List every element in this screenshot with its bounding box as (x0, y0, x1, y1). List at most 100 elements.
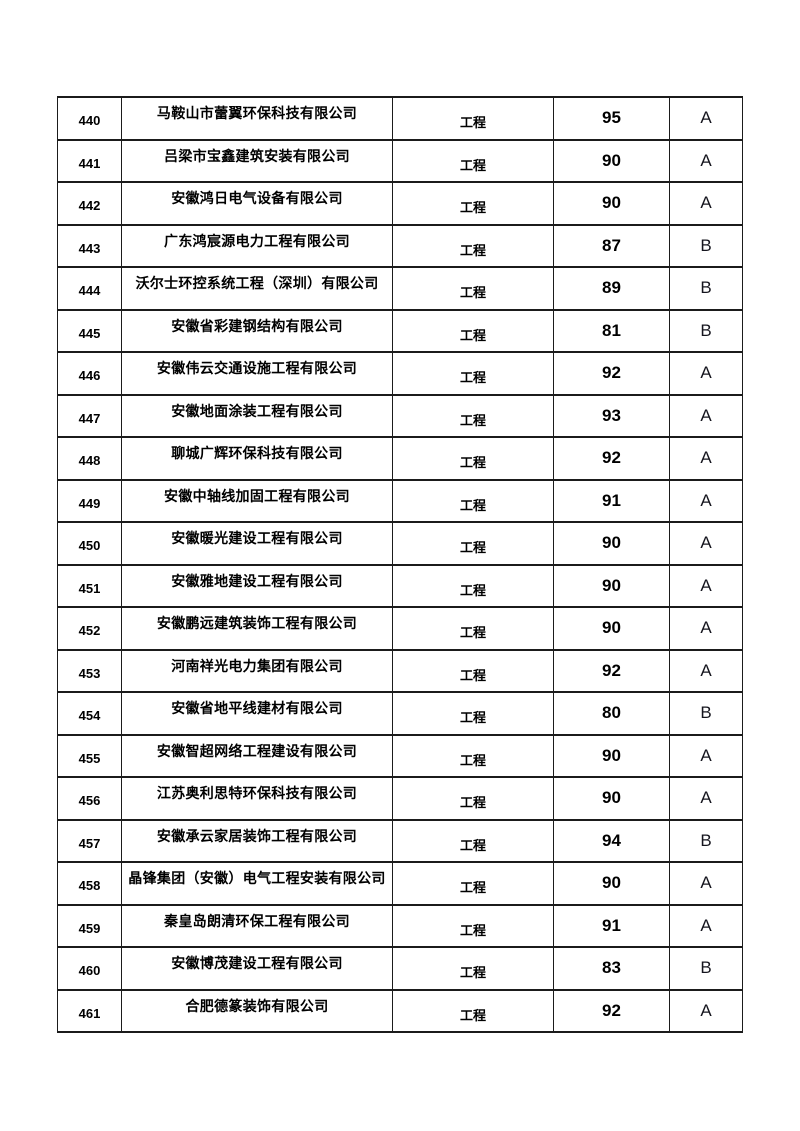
grade-cell: A (669, 733, 743, 778)
company-name-cell: 安徽地面涂装工程有限公司 (121, 393, 393, 438)
company-name-cell: 安徽鸿日电气设备有限公司 (121, 181, 393, 226)
row-number: 454 (78, 708, 101, 724)
row-number-cell: 461 (57, 988, 122, 1033)
grade-cell: A (669, 181, 743, 226)
category-label: 工程 (459, 667, 486, 683)
grade-cell: A (669, 988, 743, 1033)
row-number-cell: 454 (57, 691, 122, 736)
company-name: 江苏奥利思特环保科技有限公司 (156, 785, 358, 801)
score-cell: 89 (553, 266, 670, 311)
company-name-cell: 安徽省地平线建材有限公司 (121, 691, 393, 736)
category-cell: 工程 (392, 308, 554, 353)
grade-cell: B (669, 691, 743, 736)
score-cell: 90 (553, 776, 670, 821)
category-cell: 工程 (392, 861, 554, 906)
row-number: 442 (78, 198, 101, 214)
grade-cell: A (669, 478, 743, 523)
table-row: 440 马鞍山市蕾翼环保科技有限公司 工程 95 A (57, 96, 743, 141)
grade-cell: A (669, 903, 743, 948)
row-number: 461 (78, 1005, 101, 1021)
category-cell: 工程 (392, 521, 554, 566)
company-name-cell: 马鞍山市蕾翼环保科技有限公司 (121, 96, 393, 141)
row-number-cell: 456 (57, 776, 122, 821)
category-cell: 工程 (392, 733, 554, 778)
category-label: 工程 (459, 327, 486, 343)
category-label: 工程 (459, 795, 486, 811)
table-row: 448 聊城广辉环保科技有限公司 工程 92 A (57, 436, 743, 481)
row-number-cell: 450 (57, 521, 122, 566)
score-cell: 92 (553, 351, 670, 396)
grade-cell: A (669, 393, 743, 438)
category-cell: 工程 (392, 478, 554, 523)
table-row: 457 安徽承云家居装饰工程有限公司 工程 94 B (57, 818, 743, 863)
category-label: 工程 (459, 752, 486, 768)
company-name-cell: 安徽暖光建设工程有限公司 (121, 521, 393, 566)
row-number-cell: 459 (57, 903, 122, 948)
score-cell: 90 (553, 521, 670, 566)
row-number: 455 (78, 750, 101, 766)
score-cell: 81 (553, 308, 670, 353)
row-number-cell: 445 (57, 308, 122, 353)
company-name: 马鞍山市蕾翼环保科技有限公司 (156, 105, 358, 121)
row-number: 459 (78, 920, 101, 936)
table-row: 447 安徽地面涂装工程有限公司 工程 93 A (57, 393, 743, 438)
grade-cell: B (669, 946, 743, 991)
category-label: 工程 (459, 837, 486, 853)
table-row: 446 安徽伟云交通设施工程有限公司 工程 92 A (57, 351, 743, 396)
company-name-cell: 安徽鹏远建筑装饰工程有限公司 (121, 606, 393, 651)
grade-cell: A (669, 96, 743, 141)
grade-cell: A (669, 861, 743, 906)
table-row: 450 安徽暖光建设工程有限公司 工程 90 A (57, 521, 743, 566)
row-number: 451 (78, 580, 101, 596)
table-row: 453 河南祥光电力集团有限公司 工程 92 A (57, 648, 743, 693)
row-number: 456 (78, 793, 101, 809)
grade-cell: A (669, 563, 743, 608)
row-number: 444 (78, 283, 101, 299)
table-row: 455 安徽智超网络工程建设有限公司 工程 90 A (57, 733, 743, 778)
category-label: 工程 (459, 497, 486, 513)
category-cell: 工程 (392, 266, 554, 311)
company-name-cell: 安徽雅地建设工程有限公司 (121, 563, 393, 608)
score-cell: 95 (553, 96, 670, 141)
category-label: 工程 (459, 370, 486, 386)
category-label: 工程 (459, 880, 486, 896)
row-number-cell: 452 (57, 606, 122, 651)
grade-cell: A (669, 351, 743, 396)
category-cell: 工程 (392, 96, 554, 141)
category-cell: 工程 (392, 138, 554, 183)
row-number-cell: 448 (57, 436, 122, 481)
category-label: 工程 (459, 582, 486, 598)
score-cell: 93 (553, 393, 670, 438)
score-cell: 94 (553, 818, 670, 863)
row-number-cell: 440 (57, 96, 122, 141)
company-name-cell: 河南祥光电力集团有限公司 (121, 648, 393, 693)
category-label: 工程 (459, 922, 486, 938)
score-cell: 90 (553, 733, 670, 778)
category-label: 工程 (459, 965, 486, 981)
grade-cell: A (669, 648, 743, 693)
table-row: 461 合肥德篆装饰有限公司 工程 92 A (57, 988, 743, 1033)
category-cell: 工程 (392, 776, 554, 821)
category-label: 工程 (459, 540, 486, 556)
row-number-cell: 451 (57, 563, 122, 608)
company-name: 晶锋集团（安徽）电气工程安装有限公司 (128, 870, 386, 886)
grade-cell: A (669, 776, 743, 821)
category-label: 工程 (459, 710, 486, 726)
row-number-cell: 443 (57, 223, 122, 268)
company-name-cell: 晶锋集团（安徽）电气工程安装有限公司 (121, 861, 393, 906)
category-cell: 工程 (392, 606, 554, 651)
category-cell: 工程 (392, 563, 554, 608)
company-name: 安徽中轴线加固工程有限公司 (164, 487, 350, 504)
row-number-cell: 449 (57, 478, 122, 523)
company-name: 安徽智超网络工程建设有限公司 (156, 742, 358, 759)
row-number-cell: 447 (57, 393, 122, 438)
grade-cell: B (669, 223, 743, 268)
score-cell: 87 (553, 223, 670, 268)
row-number-cell: 446 (57, 351, 122, 396)
category-label: 工程 (459, 455, 486, 471)
row-number: 443 (78, 240, 101, 256)
score-cell: 92 (553, 436, 670, 481)
company-name: 聊城广辉环保科技有限公司 (171, 445, 343, 461)
company-name: 安徽鹏远建筑装饰工程有限公司 (156, 615, 358, 631)
